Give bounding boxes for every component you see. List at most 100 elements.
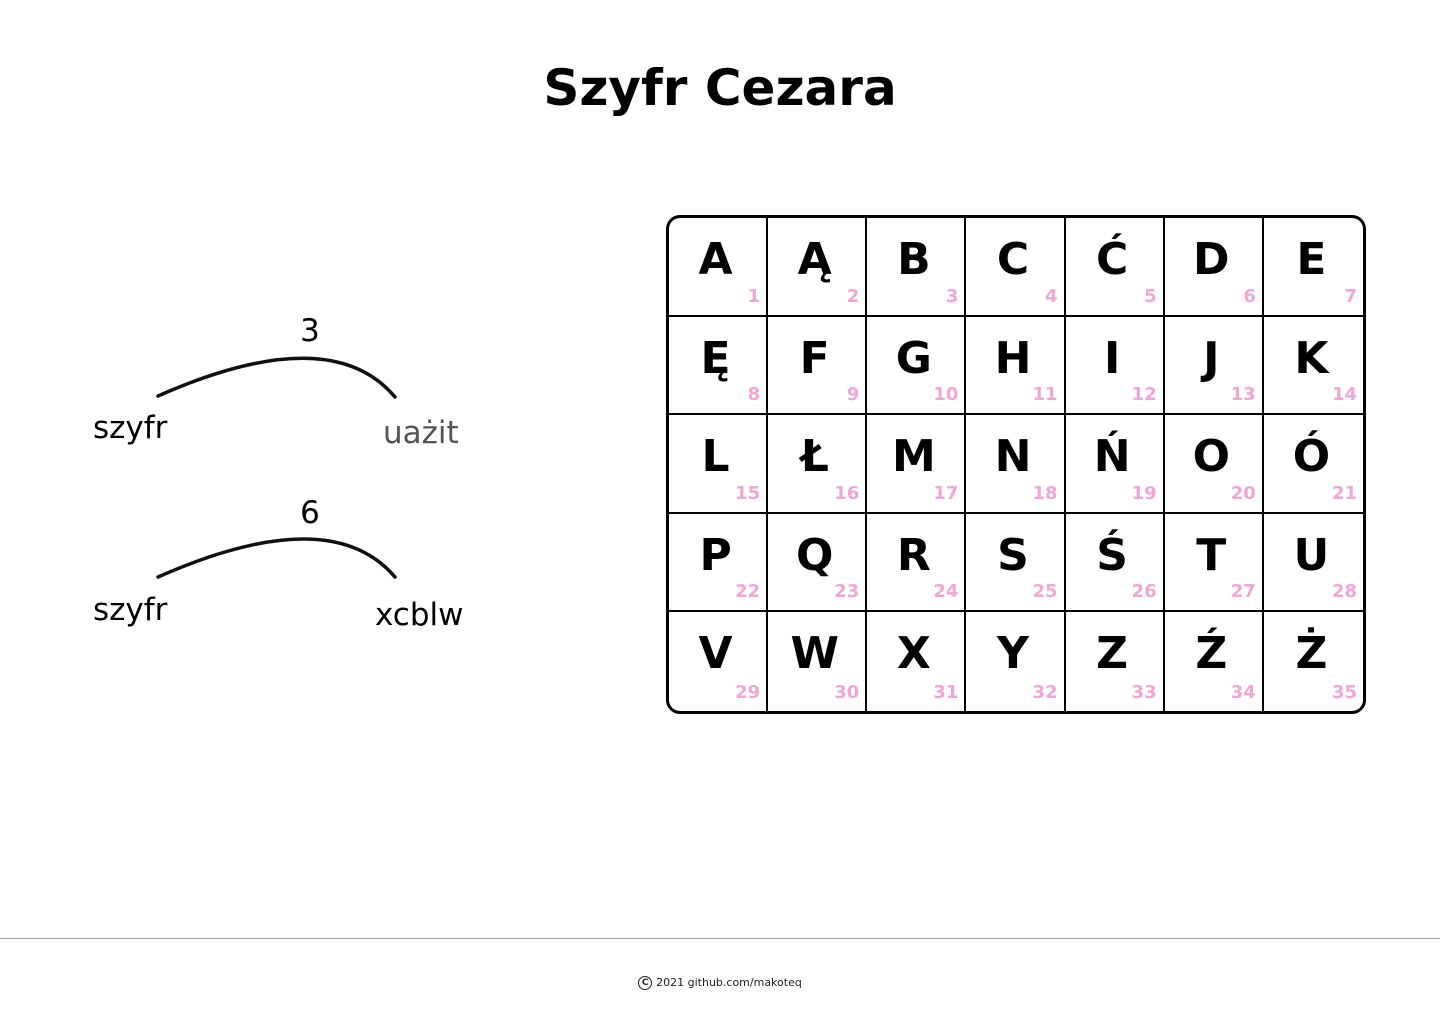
alphabet-cell: J 13 (1164, 316, 1264, 416)
alphabet-letter: M (891, 431, 936, 483)
alphabet-letter: F (799, 332, 830, 384)
alphabet-letter: S (997, 529, 1029, 581)
footer-text: 2021 github.com/makoteq (656, 976, 802, 989)
alphabet-number: 22 (735, 581, 761, 603)
alphabet-number: 15 (735, 482, 761, 504)
shift-arcs (156, 356, 397, 579)
alphabet-cell: O 20 (1164, 415, 1264, 514)
alphabet-cell: V 29 (669, 612, 769, 711)
alphabet-number: 11 (1032, 384, 1058, 406)
alphabet-number: 16 (834, 482, 860, 504)
alphabet-cell: Ś 26 (1065, 513, 1165, 613)
cipher-word-2: xcblw (375, 597, 464, 633)
alphabet-cell: Q 23 (768, 513, 868, 613)
alphabet-cell: Y 32 (966, 612, 1066, 711)
alphabet-number: 6 (1243, 285, 1256, 307)
alphabet-number: 32 (1032, 681, 1058, 703)
alphabet-number: 24 (933, 581, 959, 603)
plain-word-2: szyfr (93, 592, 168, 628)
alphabet-cell: H 11 (966, 316, 1066, 416)
alphabet-number: 29 (735, 681, 761, 703)
alphabet-number: 12 (1131, 384, 1157, 406)
alphabet-number: 8 (747, 384, 761, 406)
alphabet-letter: Ź (1195, 628, 1228, 680)
alphabet-number: 19 (1131, 482, 1157, 504)
alphabet-number: 31 (933, 681, 959, 703)
alphabet-letter: D (1193, 234, 1230, 285)
alphabet-letter: I (1103, 332, 1121, 384)
alphabet-letter: T (1196, 529, 1227, 581)
alphabet-number: 26 (1131, 581, 1157, 603)
alphabet-number: 33 (1131, 681, 1157, 703)
page-title: Szyfr Cezara (543, 59, 897, 117)
alphabet-number: 14 (1331, 384, 1357, 406)
alphabet-cell: S 25 (966, 513, 1066, 613)
alphabet-cell: G 10 (867, 316, 967, 416)
alphabet-number: 7 (1344, 285, 1357, 307)
alphabet-cell: X 31 (867, 612, 967, 711)
alphabet-number: 13 (1230, 384, 1256, 406)
alphabet-letter: Ż (1295, 628, 1328, 680)
alphabet-letter: Ś (1096, 529, 1128, 581)
cipher-word-1: uażit (383, 415, 459, 451)
alphabet-number: 30 (834, 681, 860, 703)
alphabet-letter: O (1192, 431, 1230, 483)
alphabet-number: 10 (933, 384, 959, 406)
alphabet-letter: Ł (800, 431, 829, 483)
alphabet-cell: Ź 34 (1165, 612, 1264, 711)
alphabet-cell: W 30 (768, 612, 868, 711)
alphabet-cell: L 15 (669, 415, 769, 514)
alphabet-letter: J (1203, 332, 1220, 384)
alphabet-cell: I 12 (1065, 316, 1165, 416)
alphabet-letter: R (896, 529, 931, 581)
shift-value-2: 6 (300, 495, 320, 531)
alphabet-number: 23 (834, 581, 860, 603)
alphabet-cell: Ó 21 (1263, 415, 1363, 514)
alphabet-number: 4 (1045, 285, 1058, 307)
alphabet-cell: M 17 (867, 415, 967, 514)
alphabet-number: 3 (945, 285, 959, 307)
copyright-icon: C (638, 976, 653, 990)
alphabet-cell: P 22 (669, 513, 769, 613)
alphabet-letter: B (897, 234, 931, 285)
alphabet-cell: Ż 35 (1264, 612, 1363, 711)
alphabet-cell: N 18 (966, 415, 1066, 514)
alphabet-letter: H (994, 332, 1032, 384)
alphabet-letter: Ą (797, 234, 832, 285)
alphabet-letter: L (701, 431, 730, 483)
alphabet-letter: K (1294, 332, 1329, 384)
alphabet-cell: R 24 (867, 513, 967, 613)
alphabet-cell: Z 33 (1066, 612, 1165, 711)
alphabet-letter: U (1293, 529, 1330, 581)
alphabet-number: 9 (846, 384, 860, 406)
alphabet-number: 1 (747, 285, 761, 307)
alphabet-number: 2 (846, 285, 860, 307)
alphabet-number: 25 (1032, 581, 1058, 603)
shift-arc-1 (156, 356, 397, 399)
alphabet-number: 20 (1230, 482, 1256, 504)
alphabet-number: 21 (1331, 482, 1357, 504)
alphabet-letter: G (895, 332, 932, 384)
shift-arc-2 (156, 537, 397, 579)
alphabet-letter: E (1296, 234, 1327, 285)
alphabet-letter: W (790, 628, 839, 680)
alphabet-letter: Ć (1095, 234, 1129, 285)
alphabet-cell: K 14 (1263, 317, 1363, 416)
alphabet-number: 27 (1230, 581, 1256, 603)
alphabet-cell: T 27 (1164, 513, 1264, 613)
alphabet-letter: C (996, 234, 1030, 285)
alphabet-letter: X (896, 628, 931, 680)
alphabet-letter: A (698, 234, 733, 285)
alphabet-letter: Ń (1093, 431, 1131, 483)
alphabet-letter: P (699, 529, 732, 581)
alphabet-letter: V (698, 628, 733, 680)
footer: C 2021 github.com/makoteq (0, 973, 1440, 993)
alphabet-letter: Y (997, 628, 1029, 680)
